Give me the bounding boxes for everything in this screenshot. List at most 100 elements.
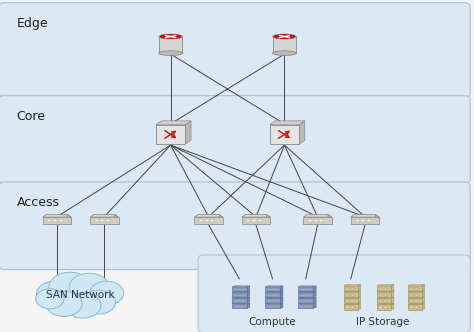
Bar (415, 300, 418, 302)
Bar (410, 288, 413, 290)
Polygon shape (265, 297, 283, 298)
FancyBboxPatch shape (0, 182, 470, 270)
Bar (346, 294, 349, 296)
Bar (351, 306, 354, 309)
Bar (106, 219, 110, 222)
Ellipse shape (160, 35, 181, 39)
Bar (344, 304, 358, 310)
Bar (303, 217, 332, 224)
Bar (265, 298, 280, 303)
Polygon shape (408, 291, 425, 292)
Polygon shape (408, 297, 425, 298)
Circle shape (90, 281, 124, 305)
Polygon shape (232, 291, 250, 292)
Circle shape (36, 281, 73, 306)
Polygon shape (344, 285, 361, 286)
Polygon shape (377, 303, 394, 304)
Polygon shape (232, 286, 250, 287)
Circle shape (36, 289, 64, 309)
Text: Compute: Compute (249, 317, 296, 327)
Polygon shape (265, 286, 283, 287)
Polygon shape (247, 291, 250, 297)
Ellipse shape (159, 51, 182, 55)
Bar (384, 306, 387, 309)
Polygon shape (185, 121, 191, 144)
Bar (351, 288, 354, 290)
Bar (384, 294, 387, 296)
Bar (408, 286, 422, 291)
Polygon shape (266, 214, 270, 224)
Bar (265, 287, 280, 291)
Polygon shape (377, 297, 394, 298)
Polygon shape (242, 214, 270, 217)
Bar (298, 287, 313, 291)
Polygon shape (313, 303, 316, 308)
Text: SAN Network: SAN Network (46, 290, 115, 300)
Bar (384, 300, 387, 302)
Circle shape (49, 272, 91, 302)
Bar (232, 304, 247, 308)
Polygon shape (328, 214, 332, 224)
Bar (344, 298, 358, 303)
Bar (384, 288, 387, 290)
Bar (156, 125, 185, 144)
Bar (265, 304, 280, 308)
Bar (346, 306, 349, 309)
Text: Core: Core (17, 110, 46, 123)
Circle shape (65, 293, 101, 318)
Polygon shape (344, 303, 361, 304)
Polygon shape (232, 297, 250, 298)
Polygon shape (391, 291, 394, 297)
Polygon shape (344, 291, 361, 292)
Bar (298, 292, 313, 297)
Polygon shape (313, 286, 316, 291)
Ellipse shape (273, 51, 296, 55)
Text: IP Storage: IP Storage (356, 317, 409, 327)
Polygon shape (358, 303, 361, 310)
Bar (308, 219, 312, 222)
Polygon shape (358, 285, 361, 291)
Polygon shape (90, 214, 118, 217)
Polygon shape (298, 303, 316, 304)
Bar (351, 217, 379, 224)
Polygon shape (391, 297, 394, 303)
Polygon shape (232, 303, 250, 304)
Polygon shape (247, 303, 250, 308)
Polygon shape (422, 285, 425, 291)
Polygon shape (67, 214, 71, 224)
Polygon shape (408, 285, 425, 286)
Bar (258, 219, 262, 222)
Circle shape (69, 273, 109, 301)
Bar (379, 294, 382, 296)
Bar (232, 292, 247, 297)
Polygon shape (303, 214, 332, 217)
Polygon shape (375, 214, 379, 224)
Bar (379, 300, 382, 302)
Polygon shape (298, 286, 316, 287)
Ellipse shape (274, 35, 295, 39)
Bar (53, 219, 57, 222)
Bar (242, 217, 270, 224)
Bar (379, 288, 382, 290)
Polygon shape (408, 303, 425, 304)
Polygon shape (280, 286, 283, 291)
Polygon shape (298, 297, 316, 298)
Bar (159, 37, 182, 53)
Bar (351, 300, 354, 302)
Bar (232, 287, 247, 291)
Bar (351, 294, 354, 296)
Bar (367, 219, 371, 222)
Polygon shape (247, 286, 250, 291)
Bar (361, 219, 365, 222)
Polygon shape (344, 297, 361, 298)
Polygon shape (156, 121, 191, 125)
Bar (410, 306, 413, 309)
Text: Access: Access (17, 196, 60, 209)
Bar (377, 304, 391, 310)
Polygon shape (391, 303, 394, 310)
Polygon shape (43, 214, 71, 217)
Bar (408, 292, 422, 297)
Bar (273, 37, 296, 53)
Text: Edge: Edge (17, 17, 48, 30)
Polygon shape (219, 214, 223, 224)
